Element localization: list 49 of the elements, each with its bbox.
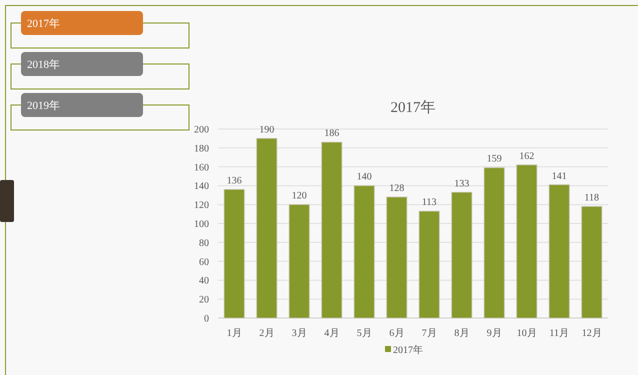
bar <box>386 196 408 318</box>
y-tick-label: 80 <box>199 238 209 249</box>
x-tick-label: 12月 <box>582 328 602 339</box>
x-tick-label: 11月 <box>549 328 570 339</box>
data-label: 140 <box>356 172 372 183</box>
data-label: 190 <box>259 124 274 136</box>
x-tick-label: 9月 <box>486 328 502 339</box>
x-tick-label: 7月 <box>422 328 437 339</box>
y-tick-label: 100 <box>194 219 209 230</box>
bar <box>451 192 472 318</box>
data-label: 113 <box>422 197 437 208</box>
bar <box>418 210 440 318</box>
bar <box>321 142 342 318</box>
y-tick-label: 200 <box>194 124 209 136</box>
y-tick-label: 20 <box>199 294 209 306</box>
data-label: 136 <box>226 175 242 186</box>
bar <box>581 206 602 318</box>
bar <box>548 184 570 318</box>
bar <box>288 204 310 318</box>
y-tick-label: 40 <box>199 276 209 287</box>
y-tick-label: 60 <box>199 256 209 268</box>
data-label: 120 <box>292 190 307 202</box>
bar <box>224 189 245 318</box>
x-tick-label: 8月 <box>454 328 470 339</box>
data-label: 159 <box>486 154 502 165</box>
y-tick-label: 120 <box>194 200 209 212</box>
y-tick-label: 180 <box>194 143 209 154</box>
y-tick-label: 160 <box>194 162 209 174</box>
data-label: 133 <box>454 178 470 190</box>
bar <box>516 164 538 318</box>
data-label: 128 <box>389 183 404 194</box>
x-tick-label: 4月 <box>324 328 340 339</box>
x-tick-label: 1月 <box>226 328 242 339</box>
bar <box>354 185 375 318</box>
x-tick-label: 3月 <box>292 328 307 339</box>
y-tick-label: 0 <box>204 314 209 324</box>
data-label: 186 <box>324 128 340 140</box>
bar <box>256 138 278 318</box>
data-label: 118 <box>584 192 600 204</box>
x-tick-label: 10月 <box>516 328 537 339</box>
bar <box>484 167 505 318</box>
x-tick-label: 2月 <box>259 328 274 339</box>
chart-title: 2017年 <box>390 99 436 116</box>
x-tick-label: 5月 <box>356 328 372 339</box>
legend-label: 2017年 <box>393 344 423 356</box>
data-label: 141 <box>552 170 567 182</box>
y-tick-label: 140 <box>194 181 209 192</box>
data-label: 162 <box>519 150 534 162</box>
x-tick-label: 6月 <box>389 328 404 339</box>
